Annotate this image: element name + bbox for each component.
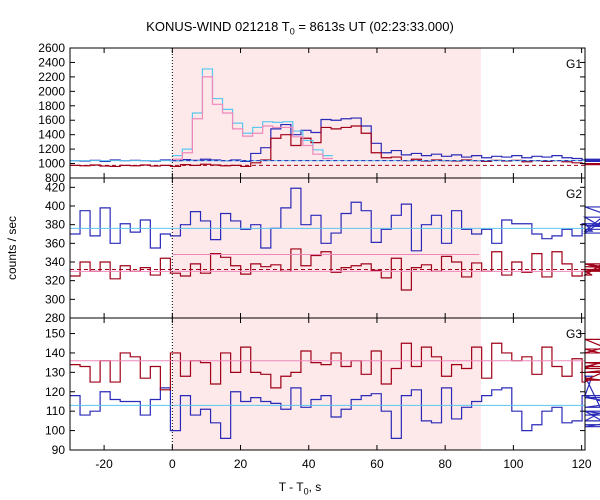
g2-series-1	[70, 187, 600, 252]
xtick-label: 120	[572, 457, 592, 471]
g1-ytick-label: 1400	[38, 128, 65, 142]
g2-ytick-label: 280	[45, 311, 65, 325]
g1-ytick-label: 800	[45, 171, 65, 185]
g2-ytick-label: 360	[45, 236, 65, 250]
g1-series-4	[172, 76, 333, 160]
xtick-label: 0	[169, 457, 176, 471]
g3-ytick-label: 140	[45, 346, 65, 360]
x-axis-label: T - T0, s	[278, 480, 322, 497]
xtick-label: 20	[234, 457, 248, 471]
g1-panel-label: G1	[566, 57, 582, 71]
g3-ytick-label: 150	[45, 327, 65, 341]
y-axis-label: counts / sec	[5, 215, 19, 281]
g1-ytick-label: 1200	[38, 142, 65, 156]
g1-series-2	[70, 125, 600, 168]
g2-ytick-label: 380	[45, 218, 65, 232]
g1-ytick-label: 1000	[38, 157, 65, 171]
xtick-label: 100	[503, 457, 523, 471]
g3-frame	[69, 317, 586, 451]
g3-panel-label: G3	[566, 327, 582, 341]
g2-ytick-label: 300	[45, 292, 65, 306]
g1-ytick-label: 2200	[38, 70, 65, 84]
g3-series-2	[70, 338, 600, 391]
chart-title: KONUS-WIND 021218 T0 = 8613s UT (02:23:3…	[146, 19, 454, 37]
g1-ytick-label: 1800	[38, 99, 65, 113]
xtick-label: 60	[370, 457, 384, 471]
xtick-label: -20	[95, 457, 113, 471]
g3-ytick-label: 130	[45, 365, 65, 379]
g1-ytick-label: 2400	[38, 55, 65, 69]
g1-ytick-label: 1600	[38, 113, 65, 127]
shaded-interval	[172, 48, 481, 450]
g2-ytick-label: 420	[45, 180, 65, 194]
g1-ytick-label: 2000	[38, 84, 65, 98]
g2-series-2	[70, 248, 600, 291]
g3-ytick-label: 90	[52, 443, 66, 457]
g3-series-1	[70, 375, 600, 439]
g2-ytick-label: 400	[45, 199, 65, 213]
g3-ytick-label: 100	[45, 424, 65, 438]
g3-ytick-label: 120	[45, 385, 65, 399]
xtick-label: 80	[438, 457, 452, 471]
g1-ytick-label: 2600	[38, 41, 65, 55]
xtick-label: 40	[302, 457, 316, 471]
g2-panel-label: G2	[566, 187, 582, 201]
g2-ytick-label: 320	[45, 274, 65, 288]
g2-ytick-label: 340	[45, 255, 65, 269]
g3-ytick-label: 110	[46, 404, 65, 418]
